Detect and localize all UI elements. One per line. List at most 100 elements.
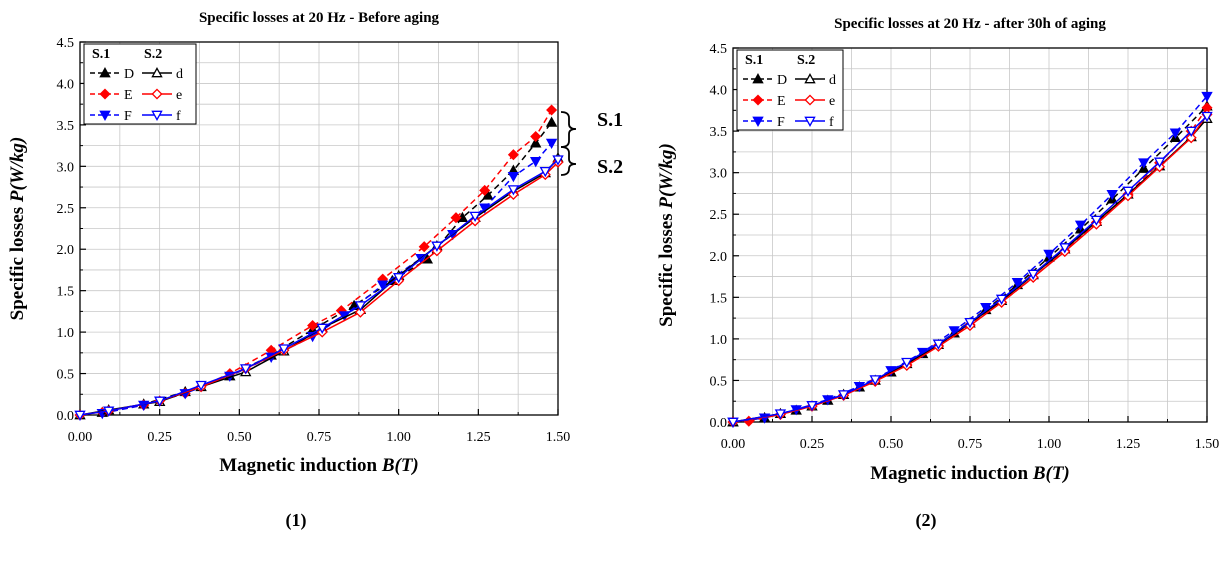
series-E — [96, 104, 558, 419]
y-tick-label: 4.5 — [57, 36, 75, 51]
data-point-f — [1201, 111, 1213, 123]
grid — [80, 42, 558, 415]
legend-marker-D — [752, 73, 764, 84]
data-point-f — [153, 396, 166, 407]
legend-marker-e — [804, 94, 816, 106]
data-point-f — [74, 410, 86, 421]
data-point-F — [1169, 128, 1182, 139]
x-tick-label: 0.25 — [800, 437, 825, 452]
y-axis-label-text: Specific losses — [656, 209, 677, 327]
y-tick-label: 0.0 — [710, 416, 728, 431]
panel-label: (2) — [916, 510, 937, 531]
legend-marker-f — [151, 110, 163, 121]
x-axis-label: Magnetic induction B(T) — [870, 463, 1070, 484]
data-point-e — [354, 306, 366, 318]
data-point-f — [507, 185, 520, 196]
legend-label-E: E — [777, 94, 786, 109]
data-point-F — [1074, 220, 1087, 231]
data-point-E — [530, 130, 542, 143]
chart-panel-1: Specific losses at 20 Hz - Before aging 0… — [7, 10, 623, 531]
data-point-f — [195, 380, 207, 392]
data-point-f — [316, 323, 328, 334]
y-tick-label: 4.5 — [710, 42, 728, 57]
legend-marker-f — [804, 116, 816, 127]
chart-panel-2: Specific losses at 20 Hz - after 30h of … — [656, 16, 1219, 531]
brace-s1 — [560, 111, 577, 148]
data-point-E — [507, 149, 519, 161]
data-point-f — [392, 273, 405, 284]
data-point-E — [479, 184, 491, 196]
data-point-f — [837, 390, 850, 401]
data-point-f — [552, 155, 564, 166]
data-point-f — [1185, 126, 1197, 138]
legend-marker-E — [752, 94, 764, 106]
brace-annotations: S.1 S.2 — [560, 109, 623, 178]
chart-title: Specific losses at 20 Hz - after 30h of … — [834, 16, 1106, 32]
y-tick-label: 2.5 — [710, 208, 728, 223]
brace-label-s2: S.2 — [597, 156, 623, 178]
legend-marker-E — [99, 88, 111, 100]
x-axis-label-text: Magnetic induction — [870, 463, 1033, 484]
series-line-F — [102, 142, 553, 415]
y-tick-label: 1.5 — [57, 285, 75, 300]
legend-group-s1: S.1 — [745, 53, 763, 68]
data-point-F — [1138, 158, 1150, 169]
data-point-E — [418, 241, 430, 253]
data-point-f — [1090, 215, 1103, 226]
legend-label-d: d — [176, 67, 183, 82]
data-point-f — [239, 364, 252, 375]
x-tick-label: 0.75 — [307, 430, 332, 445]
y-tick-label: 3.0 — [57, 160, 75, 175]
legend-marker-F — [752, 116, 764, 127]
data-point-E — [450, 212, 462, 224]
y-axis-label: Specific losses P(W/kg) — [656, 143, 677, 327]
y-tick-label: 1.0 — [710, 333, 728, 348]
y-axis-label-var: P(W/kg) — [7, 137, 28, 203]
data-point-f — [102, 406, 115, 417]
series-f — [727, 111, 1213, 428]
y-tick-label: 3.5 — [710, 125, 728, 140]
data-point-F — [980, 302, 992, 314]
x-tick-label: 1.25 — [466, 430, 491, 445]
data-point-E — [307, 319, 319, 332]
legend-group-s2: S.2 — [797, 53, 815, 68]
y-tick-label: 4.0 — [710, 84, 728, 99]
data-point-F — [1201, 91, 1213, 103]
legend-marker-d — [804, 73, 816, 84]
y-tick-label: 3.0 — [710, 167, 728, 182]
x-tick-label: 1.50 — [546, 430, 571, 445]
legend-label-f: f — [176, 109, 181, 124]
y-tick-label: 2.0 — [710, 250, 728, 265]
y-axis-label: Specific losses P(W/kg) — [7, 137, 28, 321]
legend-marker-e — [151, 88, 163, 100]
series-line-E — [102, 109, 553, 414]
y-tick-label: 0.5 — [710, 374, 728, 389]
y-tick-label: 1.5 — [710, 291, 728, 306]
chart-title: Specific losses at 20 Hz - Before aging — [199, 10, 440, 26]
data-point-f — [1027, 269, 1039, 281]
y-tick-label: 2.5 — [57, 202, 75, 217]
series-F — [96, 138, 558, 420]
data-point-D — [545, 116, 558, 127]
data-point-f — [806, 401, 818, 412]
data-point-f — [932, 339, 945, 350]
x-axis-label-text: Magnetic induction — [219, 455, 382, 476]
x-tick-label: 0.00 — [68, 430, 93, 445]
legend-label-d: d — [829, 73, 836, 88]
x-tick-label: 0.50 — [227, 430, 252, 445]
data-point-f — [278, 344, 290, 355]
data-point-f — [1122, 186, 1134, 197]
x-tick-label: 1.25 — [1116, 437, 1141, 452]
y-axis-label-var: P(W/kg) — [656, 143, 677, 209]
series-line-E — [748, 107, 1208, 422]
series-line-e — [732, 114, 1208, 423]
legend-label-e: e — [176, 88, 182, 103]
data-point-f — [869, 375, 881, 386]
data-point-f — [774, 409, 787, 420]
data-point-e — [1185, 132, 1197, 144]
legend-label-D: D — [124, 67, 134, 82]
y-tick-label: 0.0 — [57, 409, 75, 424]
y-tick-label: 2.0 — [57, 243, 75, 258]
